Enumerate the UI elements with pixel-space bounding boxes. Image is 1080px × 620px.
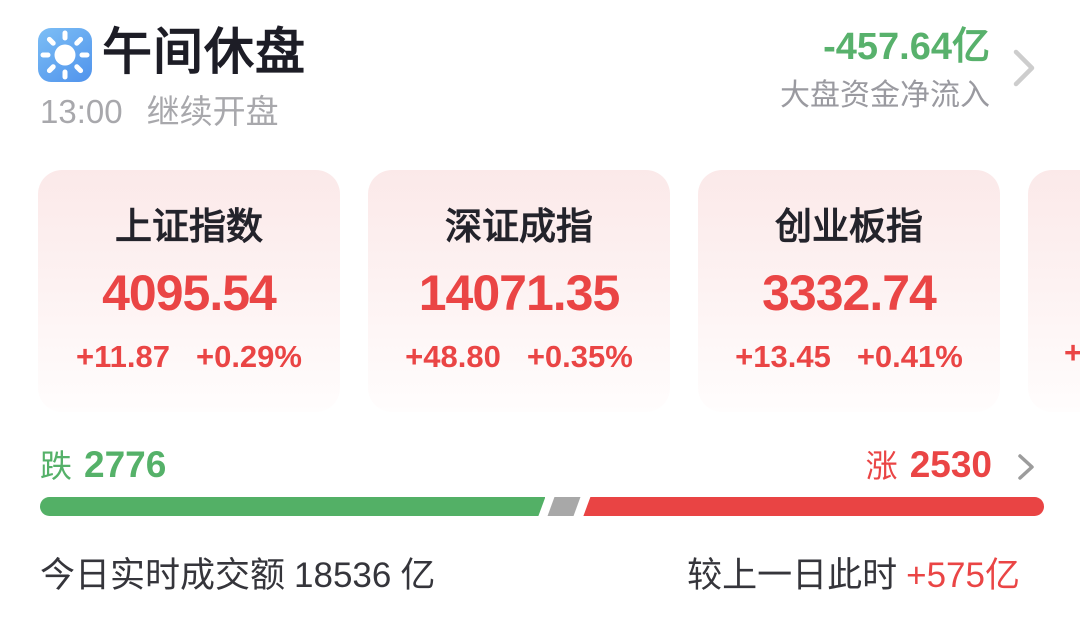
- turnover-value: 18536: [294, 556, 392, 595]
- net-flow-label: 大盘资金净流入: [780, 79, 990, 112]
- footer-row: 今日实时成交额 18536 亿 较上一日此时 +575亿: [40, 554, 1020, 598]
- breadth-bar: [40, 497, 1044, 516]
- index-change-row: +: [1028, 334, 1080, 372]
- advancers-label: 涨: [865, 448, 898, 484]
- index-change-pct: +0.29%: [195, 339, 302, 374]
- index-card-chinext[interactable]: 创业板指 3332.74 +13.45 +0.41%: [698, 170, 1000, 412]
- decliners-group: 跌 2776: [40, 444, 166, 486]
- breadth-bar-down-segment: [40, 497, 545, 516]
- index-cards-row: 上证指数 4095.54 +11.87 +0.29% 深证成指 14071.35…: [38, 170, 1080, 414]
- index-card-partial[interactable]: +: [1028, 170, 1080, 412]
- index-change-pct: +0.41%: [856, 339, 963, 374]
- index-change: +: [1064, 335, 1080, 370]
- chevron-right-icon[interactable]: [1016, 452, 1036, 482]
- index-value: 3332.74: [762, 265, 937, 321]
- index-change-pct: +0.35%: [526, 339, 633, 374]
- index-change: +48.80: [405, 339, 501, 374]
- breadth-bar-up-segment: [583, 497, 1044, 516]
- advancers-count: 2530: [909, 444, 992, 485]
- breadth-bar-divider: [547, 497, 581, 516]
- breadth-labels: 跌 2776 涨 2530: [40, 444, 1036, 486]
- index-change-row: +11.87 +0.29%: [76, 338, 302, 376]
- subtitle-row: 13:00 继续开盘: [40, 92, 279, 132]
- index-change-row: +13.45 +0.41%: [735, 338, 963, 376]
- index-name: 深证成指: [445, 206, 593, 247]
- compare-value: +575亿: [906, 556, 1020, 595]
- index-value: 4095.54: [102, 265, 277, 321]
- chevron-right-icon[interactable]: [1010, 46, 1038, 90]
- decliners-count: 2776: [84, 444, 167, 485]
- index-card-shenzhen[interactable]: 深证成指 14071.35 +48.80 +0.35%: [368, 170, 670, 412]
- net-flow-value: -457.64亿: [823, 26, 990, 68]
- advancers-group[interactable]: 涨 2530: [866, 444, 1036, 486]
- net-flow-summary[interactable]: -457.64亿 大盘资金净流入: [780, 24, 990, 114]
- index-change-row: +48.80 +0.35%: [405, 338, 633, 376]
- index-value: 14071.35: [418, 265, 621, 321]
- time-label: 13:00: [40, 93, 123, 130]
- index-name: 上证指数: [115, 206, 263, 247]
- turnover-unit: 亿: [400, 556, 436, 595]
- decliners-label: 跌: [40, 448, 73, 484]
- index-card-shanghai[interactable]: 上证指数 4095.54 +11.87 +0.29%: [38, 170, 340, 412]
- page-title: 午间休盘: [102, 24, 306, 80]
- compare-group: 较上一日此时 +575亿: [687, 554, 1020, 598]
- index-name: 创业板指: [775, 206, 923, 247]
- status-label: 继续开盘: [146, 93, 279, 130]
- sun-icon: [38, 28, 92, 82]
- turnover-group: 今日实时成交额 18536 亿: [40, 554, 435, 598]
- index-change: +13.45: [735, 339, 831, 374]
- turnover-label: 今日实时成交额: [40, 556, 286, 595]
- index-change: +11.87: [76, 339, 170, 374]
- compare-label: 较上一日此时: [687, 556, 898, 595]
